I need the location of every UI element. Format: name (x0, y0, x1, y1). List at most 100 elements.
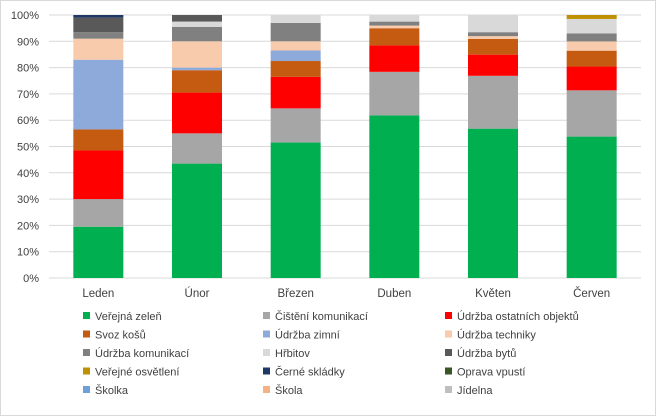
gridlines (49, 14, 641, 279)
bar-segment (172, 92, 222, 134)
bar-segment (270, 15, 321, 23)
legend-label: Údržba zimní (275, 329, 340, 342)
legend-label: Údržba techniky (457, 329, 536, 342)
bar-segment (270, 108, 321, 143)
legend-label: Údržba bytů (457, 347, 516, 360)
legend-swatch (263, 330, 270, 338)
legend-swatch (83, 312, 90, 319)
legend-item: Veřejné osvětlení (83, 367, 179, 379)
bar-segment (172, 26, 222, 42)
legend-swatch (445, 349, 452, 356)
y-tick-label: 80% (17, 63, 39, 75)
legend-item: Veřejná zeleň (83, 311, 162, 323)
legend-label: Veřejné osvětlení (95, 367, 179, 379)
y-tick-label: 50% (17, 142, 39, 154)
bar-segment (566, 18, 617, 34)
legend-swatch (83, 386, 90, 393)
bar-segment (172, 163, 222, 278)
legend-label: Svoz košů (95, 330, 146, 342)
legend-swatch (83, 349, 90, 356)
legend-swatch (445, 330, 452, 338)
legend-label: Černé skládky (275, 366, 345, 379)
legend-item: Oprava vpustí (445, 367, 525, 379)
legend-item: Čištění komunikací (263, 310, 368, 323)
bar-segment (73, 32, 124, 39)
bar-segment (369, 71, 420, 116)
legend-swatch (263, 367, 270, 375)
y-tick-label: 70% (17, 89, 39, 101)
y-tick-label: 90% (17, 36, 39, 48)
bar-segment (566, 50, 617, 67)
legend-swatch (445, 312, 452, 319)
bar-segment (566, 136, 617, 278)
bar-segment (468, 15, 518, 33)
bar-segment (270, 142, 321, 278)
bar-segment (369, 45, 420, 72)
legend-label: Čištění komunikací (275, 310, 368, 323)
bar-segment (566, 33, 617, 42)
bar-segment (270, 76, 321, 109)
legend-item: Údržba zimní (263, 329, 340, 342)
x-tick-label: Březen (277, 288, 313, 300)
legend-item: Údržba bytů (445, 347, 516, 360)
bar-segment (73, 129, 124, 151)
y-tick-label: 30% (17, 194, 39, 206)
y-tick-label: 60% (17, 115, 39, 127)
legend-item: Černé skládky (263, 366, 345, 379)
bar-segment (73, 59, 124, 130)
legend-label: Oprava vpustí (457, 367, 525, 379)
bar-segment (172, 70, 222, 93)
bar-segment (566, 41, 617, 51)
bar-segment (468, 75, 518, 129)
legend-label: Údržba ostatních objektů (457, 310, 579, 323)
legend-label: Údržba komunikací (95, 347, 189, 360)
bar-segment (369, 15, 420, 22)
legend-item: Údržba techniky (445, 329, 536, 342)
bar-segment (73, 150, 124, 200)
y-tick-label: 20% (17, 220, 39, 232)
bar-segment (566, 15, 617, 19)
x-tick-label: Leden (82, 288, 114, 300)
legend-label: Hřbitov (275, 348, 310, 360)
legend-swatch (83, 367, 90, 375)
bar-segment (73, 17, 124, 33)
legend-item: Škola (263, 384, 303, 397)
y-tick-label: 40% (17, 168, 39, 180)
legend: Veřejná zeleň Čištění komunikací Údržba os… (83, 310, 579, 397)
bar-segment (270, 41, 321, 51)
bar-segment (270, 22, 321, 42)
legend-swatch (445, 367, 452, 375)
legend-item: Údržba komunikací (83, 347, 189, 360)
x-tick-label: Únor (185, 287, 210, 300)
bar-segment (270, 50, 321, 62)
legend-label: Jídelna (457, 385, 493, 397)
bar-segment (369, 21, 420, 26)
legend-swatch (263, 312, 270, 319)
legend-swatch (263, 386, 270, 393)
bar-segment (73, 38, 124, 60)
bar-segment (468, 32, 518, 37)
y-axis-tick-labels: 0% 10% 20% 30% 40% 50% 60% 70% 80% 90% 100% (11, 10, 39, 285)
bar-segment (172, 21, 222, 27)
y-tick-label: 10% (17, 247, 39, 259)
legend-item: Jídelna (445, 385, 493, 397)
bar-segment (172, 41, 222, 68)
x-tick-label: Červen (573, 287, 610, 300)
bar-segment (172, 15, 222, 22)
bar-segment (369, 115, 420, 279)
bar-segment (73, 15, 124, 18)
bar-segment (172, 67, 222, 71)
bar-segment (468, 38, 518, 55)
legend-swatch (83, 330, 90, 338)
bar-segment (270, 61, 321, 77)
bar-segment (369, 25, 420, 29)
legend-swatch (263, 349, 270, 356)
bars (73, 15, 617, 279)
bar-segment (566, 66, 617, 91)
x-tick-label: Květen (475, 288, 511, 300)
legend-swatch (445, 386, 452, 393)
bar-segment (468, 36, 518, 39)
bar-segment (369, 28, 420, 46)
